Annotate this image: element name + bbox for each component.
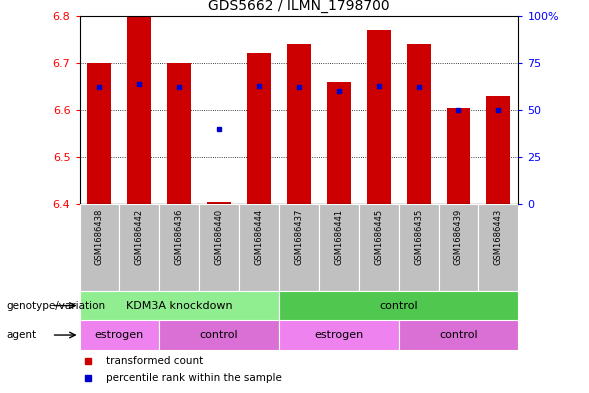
Text: percentile rank within the sample: percentile rank within the sample bbox=[106, 373, 282, 383]
Bar bbox=[359, 204, 399, 291]
Text: GSM1686441: GSM1686441 bbox=[335, 209, 343, 265]
Bar bbox=[279, 204, 319, 291]
Title: GDS5662 / ILMN_1798700: GDS5662 / ILMN_1798700 bbox=[208, 0, 390, 13]
Bar bbox=[319, 204, 359, 291]
Text: GSM1686445: GSM1686445 bbox=[374, 209, 383, 265]
Text: estrogen: estrogen bbox=[314, 330, 363, 340]
Bar bbox=[199, 204, 239, 291]
Bar bbox=[207, 202, 231, 204]
Text: genotype/variation: genotype/variation bbox=[6, 301, 105, 310]
Bar bbox=[399, 204, 439, 291]
Bar bbox=[80, 320, 159, 350]
Bar bbox=[279, 291, 518, 320]
Bar bbox=[487, 96, 510, 204]
Bar bbox=[80, 204, 120, 291]
Bar bbox=[247, 53, 271, 204]
Bar bbox=[446, 108, 471, 204]
Text: GSM1686436: GSM1686436 bbox=[175, 209, 184, 265]
Text: GSM1686442: GSM1686442 bbox=[135, 209, 144, 265]
Text: GSM1686440: GSM1686440 bbox=[214, 209, 224, 265]
Text: control: control bbox=[439, 330, 478, 340]
Text: control: control bbox=[200, 330, 239, 340]
Bar bbox=[167, 63, 191, 204]
Bar bbox=[80, 291, 279, 320]
Text: GSM1686437: GSM1686437 bbox=[294, 209, 303, 265]
Text: GSM1686438: GSM1686438 bbox=[95, 209, 104, 265]
Bar bbox=[279, 320, 399, 350]
Bar bbox=[399, 320, 518, 350]
Text: KDM3A knockdown: KDM3A knockdown bbox=[126, 301, 233, 310]
Bar bbox=[439, 204, 478, 291]
Text: agent: agent bbox=[6, 330, 36, 340]
Text: GSM1686444: GSM1686444 bbox=[254, 209, 263, 265]
Bar bbox=[287, 44, 311, 204]
Text: estrogen: estrogen bbox=[95, 330, 144, 340]
Bar bbox=[88, 63, 111, 204]
Text: GSM1686435: GSM1686435 bbox=[414, 209, 423, 265]
Text: GSM1686439: GSM1686439 bbox=[454, 209, 463, 265]
Bar bbox=[159, 320, 279, 350]
Bar bbox=[367, 30, 391, 204]
Text: control: control bbox=[379, 301, 418, 310]
Bar bbox=[406, 44, 431, 204]
Bar bbox=[159, 204, 199, 291]
Text: GSM1686443: GSM1686443 bbox=[494, 209, 503, 265]
Bar bbox=[120, 204, 159, 291]
Bar bbox=[327, 82, 351, 204]
Bar bbox=[127, 16, 151, 204]
Bar bbox=[239, 204, 279, 291]
Bar bbox=[478, 204, 518, 291]
Text: transformed count: transformed count bbox=[106, 356, 203, 366]
